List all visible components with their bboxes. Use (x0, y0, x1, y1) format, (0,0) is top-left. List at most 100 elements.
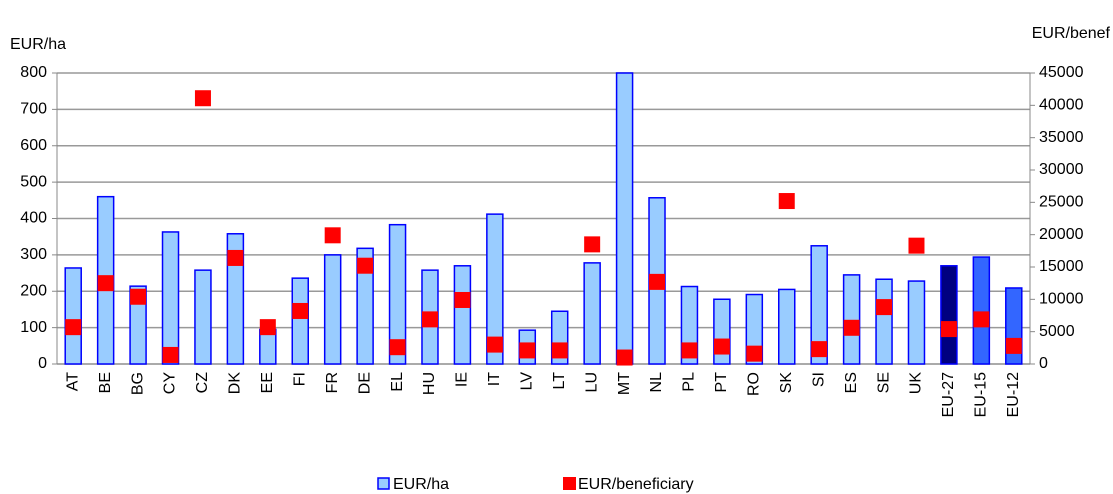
bar (486, 213, 504, 365)
x-tick-label: MT (616, 372, 633, 395)
y2-tick-label: 25000 (1039, 194, 1084, 211)
x-tick-label: EU-15 (973, 372, 990, 417)
marker (681, 342, 698, 359)
x-tick-label: IT (486, 372, 503, 386)
y-tick-label: 300 (20, 246, 47, 263)
legend-label: EUR/ha (393, 476, 449, 493)
legend-swatch (377, 477, 390, 490)
x-tick-label: FR (324, 372, 341, 393)
marker (551, 342, 568, 359)
bar (778, 288, 796, 365)
bar (875, 278, 893, 365)
y-tick-label: 700 (20, 101, 47, 118)
x-tick-label: SE (875, 372, 892, 393)
x-tick-label: NL (648, 372, 665, 393)
marker (778, 193, 795, 210)
legend-label: EUR/beneficiary (578, 476, 694, 493)
marker (746, 345, 763, 362)
y2-tick-label: 45000 (1039, 64, 1084, 81)
marker (421, 311, 438, 328)
y-tick-label: 0 (38, 355, 47, 372)
bar (907, 280, 926, 365)
marker (486, 336, 503, 353)
x-tick-label: EL (389, 372, 406, 392)
y2-tick-label: 5000 (1039, 323, 1075, 340)
x-tick-label: RO (746, 372, 763, 396)
marker (811, 341, 828, 358)
x-tick-label: ES (843, 372, 860, 393)
y2-tick-label: 20000 (1039, 226, 1084, 243)
marker (616, 349, 633, 366)
bar (615, 72, 634, 365)
bar (64, 267, 82, 365)
y2-tick-label: 15000 (1039, 258, 1084, 275)
marker (130, 288, 147, 305)
bar (356, 247, 374, 365)
bar (323, 254, 342, 365)
bar (453, 265, 472, 365)
marker (324, 227, 341, 244)
x-tick-label: CZ (194, 372, 211, 394)
y2-tick-label: 10000 (1039, 291, 1084, 308)
marker (908, 237, 925, 254)
marker (97, 275, 114, 292)
y-axis-label: EUR/ha (10, 36, 66, 53)
marker (584, 236, 601, 253)
y2-tick-label: 35000 (1039, 129, 1084, 146)
x-tick-label: LV (519, 372, 536, 391)
x-tick-label: PL (681, 372, 698, 392)
x-tick-label: SK (778, 372, 795, 394)
x-tick-label: PT (713, 372, 730, 393)
y-tick-label: 400 (20, 210, 47, 227)
x-tick-label: FI (291, 372, 308, 386)
x-tick-label: AT (64, 372, 81, 391)
y2-axis-label: EUR/benef (1032, 25, 1111, 42)
x-tick-label: HU (421, 372, 438, 395)
marker (973, 311, 990, 328)
x-tick-label: DK (227, 372, 244, 395)
marker (357, 257, 374, 274)
x-tick-label: BE (97, 372, 114, 393)
bar (226, 233, 245, 365)
x-tick-label: UK (908, 372, 925, 395)
x-tick-label: BG (129, 372, 146, 395)
y-tick-label: 600 (20, 137, 47, 154)
marker (1005, 337, 1022, 354)
bar (129, 285, 147, 365)
y-tick-label: 200 (20, 282, 47, 299)
x-tick-label: SI (810, 372, 827, 387)
y-tick-label: 800 (20, 64, 47, 81)
y-tick-label: 500 (20, 173, 47, 190)
x-tick-label: CY (162, 372, 179, 395)
y2-tick-label: 40000 (1039, 97, 1084, 114)
bar (810, 245, 828, 365)
x-tick-label: EU-27 (940, 372, 957, 417)
marker (843, 319, 860, 336)
marker (227, 249, 244, 266)
marker (876, 299, 893, 316)
x-tick-label: IE (454, 372, 471, 387)
x-tick-label: LT (551, 372, 568, 390)
marker (292, 302, 309, 319)
marker (519, 342, 536, 359)
legend-swatch (563, 477, 576, 490)
bar (972, 256, 991, 365)
bar (161, 231, 180, 365)
x-tick-label: DE (356, 372, 373, 394)
marker (389, 339, 406, 356)
bar (583, 262, 601, 365)
marker (65, 319, 82, 336)
marker (162, 346, 179, 363)
marker (194, 90, 211, 107)
y2-tick-label: 30000 (1039, 161, 1084, 178)
marker (649, 273, 666, 290)
bar (940, 265, 958, 365)
marker (259, 319, 276, 336)
bar (291, 277, 309, 365)
x-tick-label: EU-12 (1005, 372, 1022, 417)
x-tick-label: EE (259, 372, 276, 393)
bar (842, 274, 861, 365)
marker (454, 291, 471, 308)
x-tick-label: LU (583, 372, 600, 392)
marker (713, 338, 730, 355)
